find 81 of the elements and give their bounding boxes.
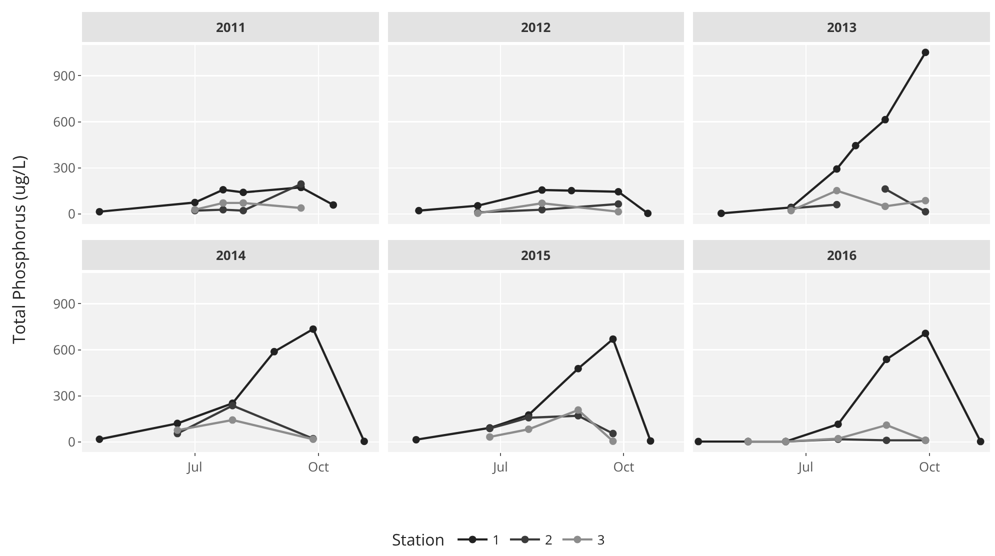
chart-title: 2016 xyxy=(827,246,858,264)
point xyxy=(614,200,622,208)
point xyxy=(882,436,890,444)
point xyxy=(833,200,841,208)
y-tick-label: 300 xyxy=(53,158,76,176)
point xyxy=(297,180,305,188)
point xyxy=(646,437,654,445)
point xyxy=(219,186,227,194)
chart-title: 2014 xyxy=(216,246,246,264)
point xyxy=(240,206,248,214)
point xyxy=(852,142,860,150)
y-tick-label: 300 xyxy=(53,386,76,404)
point xyxy=(976,438,984,446)
point xyxy=(538,200,546,208)
legend-label: 1 xyxy=(492,530,500,549)
x-tick-label: Oct xyxy=(308,458,330,476)
point xyxy=(174,420,182,428)
point xyxy=(574,364,582,372)
point xyxy=(228,416,236,424)
point xyxy=(240,188,248,196)
point xyxy=(538,186,546,194)
point xyxy=(644,210,652,218)
point xyxy=(360,438,368,446)
point xyxy=(412,436,420,444)
point xyxy=(609,430,617,438)
x-tick-label: Jul xyxy=(796,458,814,476)
point xyxy=(609,335,617,343)
point xyxy=(96,436,104,443)
point xyxy=(297,204,305,212)
chart-title: 2012 xyxy=(521,18,552,36)
y-tick-label: 600 xyxy=(53,112,76,130)
x-tick-label: Oct xyxy=(919,458,940,476)
y-tick-label: 600 xyxy=(53,340,76,358)
point xyxy=(574,406,582,414)
x-tick-label: Oct xyxy=(613,458,635,476)
point xyxy=(834,420,842,428)
point xyxy=(922,48,930,56)
point xyxy=(882,421,890,429)
point xyxy=(309,325,317,333)
point xyxy=(609,437,617,445)
point xyxy=(614,208,622,216)
point xyxy=(96,208,104,216)
point xyxy=(524,426,532,434)
y-axis-title: Total Phosphorus (ug/L) xyxy=(7,155,30,344)
point xyxy=(191,198,199,206)
point xyxy=(881,202,889,210)
legend-label: 2 xyxy=(544,530,552,549)
point xyxy=(486,433,494,441)
legend-title: Station xyxy=(392,528,445,550)
point xyxy=(882,356,890,364)
point xyxy=(474,202,482,210)
point xyxy=(833,186,841,194)
legend-label: 3 xyxy=(597,530,605,549)
point xyxy=(881,116,889,124)
point xyxy=(922,208,930,216)
chart-title: 2011 xyxy=(216,18,246,36)
point xyxy=(922,196,930,204)
point xyxy=(538,206,546,214)
y-tick-label: 0 xyxy=(68,432,76,451)
point xyxy=(330,201,338,209)
chart-title: 2013 xyxy=(827,18,857,36)
point xyxy=(694,438,702,446)
point xyxy=(415,206,423,214)
point xyxy=(881,185,889,193)
point xyxy=(240,199,248,207)
y-tick-label: 900 xyxy=(53,294,76,312)
point xyxy=(833,165,841,173)
point xyxy=(219,199,227,207)
point xyxy=(270,348,278,356)
point xyxy=(614,188,622,196)
point xyxy=(219,206,227,214)
point xyxy=(174,426,182,434)
point xyxy=(922,330,930,338)
point xyxy=(568,186,576,194)
y-tick-label: 0 xyxy=(68,204,76,223)
point xyxy=(717,210,725,218)
y-tick-label: 900 xyxy=(53,66,76,84)
x-tick-label: Jul xyxy=(186,458,202,476)
point xyxy=(524,414,532,422)
chart-title: 2015 xyxy=(521,246,551,264)
x-tick-label: Jul xyxy=(491,458,508,476)
